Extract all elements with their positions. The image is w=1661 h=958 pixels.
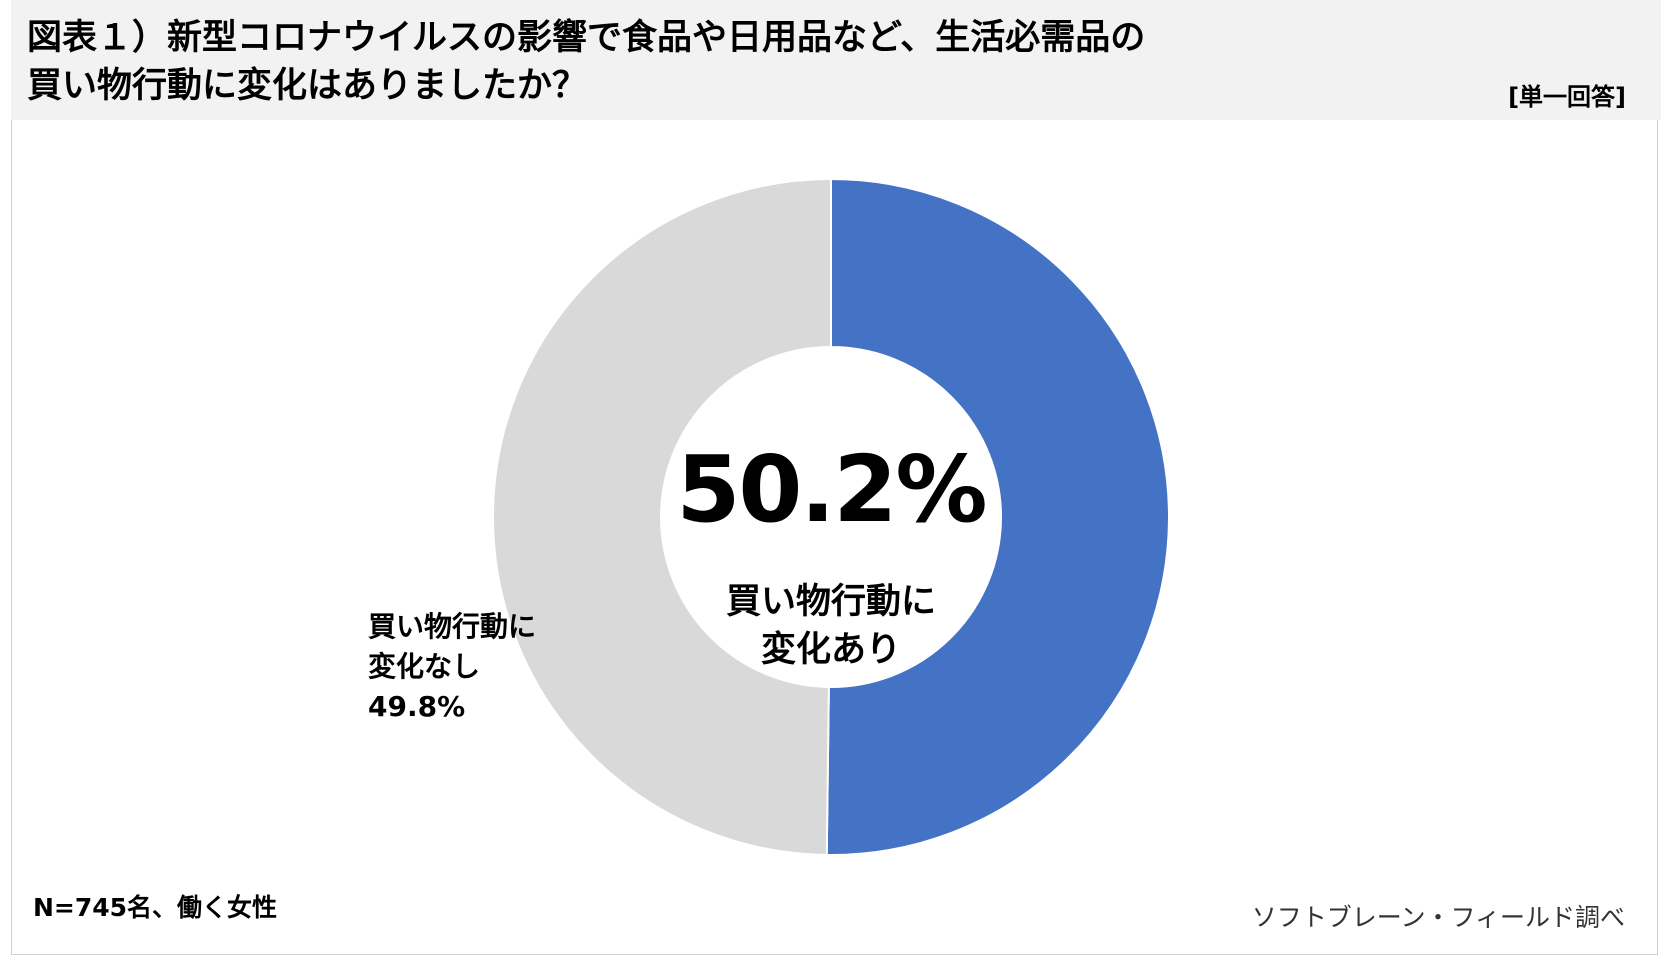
source-note: ソフトブレーン・フィールド調べ bbox=[1251, 903, 1625, 932]
center-percentage: 50.2% bbox=[676, 436, 987, 543]
slice-unchanged bbox=[492, 177, 832, 856]
center-label-line1: 買い物行動に bbox=[725, 582, 936, 622]
chart-title: 図表１）新型コロナウイルスの影響で食品や日用品など、生活必需品の 買い物行動に変… bbox=[27, 14, 1145, 110]
unchanged-label-line1: 買い物行動に bbox=[368, 610, 537, 643]
answer-type-label: [単一回答] bbox=[1508, 83, 1626, 111]
unchanged-slice-label: 買い物行動に 変化なし 49.8% bbox=[368, 607, 536, 727]
center-label-line2: 変化あり bbox=[760, 630, 901, 670]
chart-frame bbox=[11, 120, 1658, 955]
chart-title-line1: 図表１）新型コロナウイルスの影響で食品や日用品など、生活必需品の bbox=[27, 18, 1146, 58]
sample-note: N=745名、働く女性 bbox=[33, 893, 278, 922]
unchanged-label-line2: 変化なし bbox=[368, 650, 481, 683]
unchanged-label-value: 49.8% bbox=[368, 690, 466, 723]
chart-title-line2: 買い物行動に変化はありましたか？ bbox=[27, 66, 588, 106]
slice-changed bbox=[825, 177, 1171, 856]
center-label: 買い物行動に 変化あり bbox=[661, 578, 1001, 674]
title-bar: 図表１）新型コロナウイルスの影響で食品や日用品など、生活必需品の 買い物行動に変… bbox=[11, 0, 1661, 120]
